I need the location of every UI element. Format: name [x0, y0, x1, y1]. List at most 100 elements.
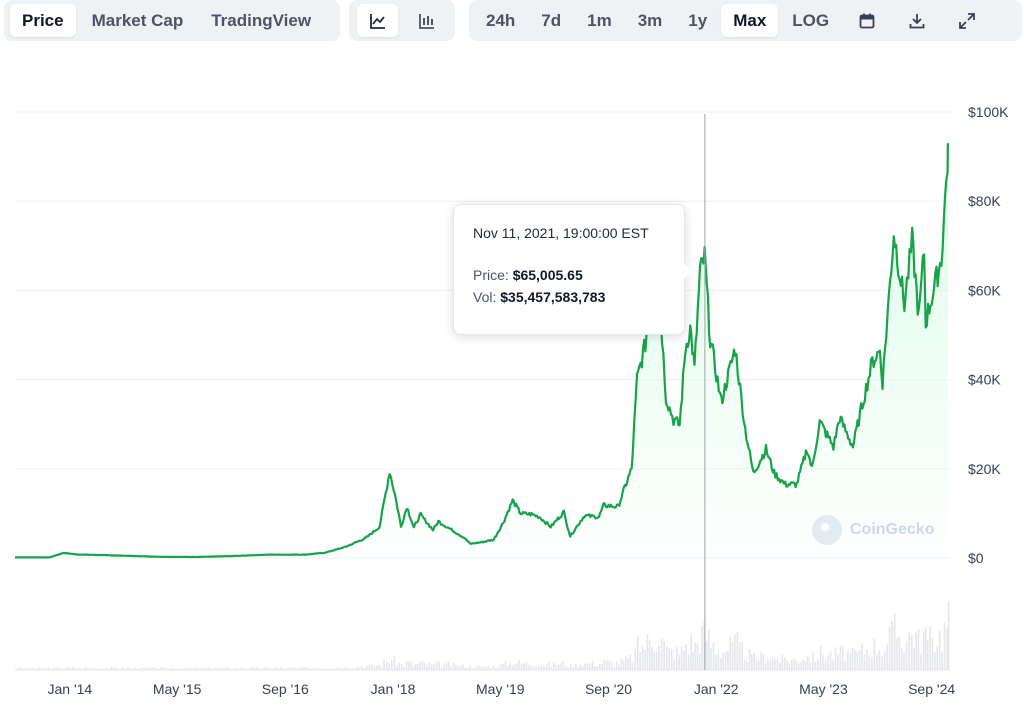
- volume-bar: [648, 640, 651, 670]
- volume-bar: [74, 668, 76, 670]
- volume-bar: [822, 655, 824, 670]
- volume-bar: [237, 668, 239, 670]
- volume-bar: [388, 662, 390, 670]
- expand-button[interactable]: [946, 4, 988, 37]
- volume-bar: [922, 631, 925, 670]
- volume-bar: [385, 661, 388, 670]
- volume-bar: [550, 666, 553, 670]
- volume-bar: [60, 668, 62, 670]
- volume-bar: [67, 667, 69, 670]
- volume-bar: [712, 642, 715, 670]
- volume-bar: [398, 662, 401, 670]
- watermark-text: CoinGecko: [850, 521, 935, 538]
- volume-bar: [698, 653, 701, 670]
- volume-bar: [502, 663, 504, 670]
- volume-bar: [574, 663, 577, 670]
- download-button[interactable]: [896, 4, 938, 37]
- range-1m-button[interactable]: 1m: [587, 10, 612, 30]
- volume-bar: [802, 660, 805, 670]
- volume-bar: [393, 655, 396, 670]
- range-1y-button[interactable]: 1y: [688, 10, 708, 30]
- volume-bar: [920, 654, 922, 670]
- volume-bar: [893, 613, 896, 670]
- volume-bar: [423, 662, 426, 670]
- tab-market-cap[interactable]: Market Cap: [91, 10, 184, 30]
- tab-tradingview[interactable]: TradingView: [211, 10, 312, 30]
- volume-bar: [530, 665, 533, 670]
- volume-bar: [788, 663, 791, 670]
- volume-bar: [72, 667, 74, 670]
- volume-bar: [203, 668, 206, 670]
- calendar-button[interactable]: [846, 4, 888, 37]
- volume-bar: [746, 661, 748, 670]
- x-tick-label: Jan '22: [694, 681, 739, 697]
- volume-bar: [591, 660, 594, 670]
- x-tick-label: Sep '16: [262, 681, 309, 697]
- volume-bar: [931, 638, 934, 670]
- volume-bar: [96, 669, 98, 670]
- volume-bar: [164, 667, 167, 670]
- volume-bar: [131, 668, 134, 670]
- candlestick-chart-icon: [418, 12, 436, 30]
- line-chart-button[interactable]: [357, 4, 398, 37]
- range-24h-button[interactable]: 24h: [486, 10, 516, 30]
- tab-price[interactable]: Price: [10, 4, 76, 37]
- y-tick-label: $60K: [968, 282, 1001, 298]
- volume-bar: [596, 666, 599, 670]
- volume-bar: [644, 649, 646, 670]
- range-group: 24h 7d 1m 3m 1y Max LOG: [469, 0, 1022, 41]
- volume-bar: [29, 667, 31, 670]
- volume-bar: [876, 654, 878, 670]
- volume-bar: [405, 661, 408, 670]
- volume-bar: [417, 664, 419, 670]
- x-tick-label: Jan '14: [47, 681, 92, 697]
- volume-bar: [88, 667, 91, 670]
- range-max-button[interactable]: Max: [721, 4, 779, 37]
- volume-bar: [15, 668, 17, 670]
- volume-bar: [69, 667, 72, 670]
- volume-bar: [824, 660, 827, 670]
- volume-bar: [53, 667, 55, 670]
- volume-bar: [720, 658, 722, 670]
- range-3m-button[interactable]: 3m: [637, 10, 663, 30]
- x-tick-label: Jan '18: [371, 681, 416, 697]
- volume-bar: [251, 667, 254, 670]
- volume-bar: [246, 668, 249, 670]
- candlestick-chart-button[interactable]: [406, 4, 447, 37]
- volume-bar: [100, 668, 103, 670]
- price-chart[interactable]: $0 $20K $40K $60K $80K $100K Jan '14 May '15 Se…: [0, 60, 1024, 723]
- volume-bar: [846, 651, 849, 670]
- volume-bar: [136, 669, 139, 670]
- volume-bar: [84, 667, 86, 670]
- volume-bar: [483, 666, 485, 670]
- calendar-icon: [858, 12, 876, 30]
- volume-bar: [819, 645, 822, 670]
- volume-bar: [715, 654, 717, 670]
- range-7d-button[interactable]: 7d: [541, 10, 562, 30]
- volume-bar: [866, 649, 868, 670]
- volume-bar: [378, 664, 380, 670]
- volume-bar: [325, 668, 327, 670]
- volume-bar: [313, 668, 316, 670]
- volume-bar: [666, 646, 668, 670]
- volume-bar: [779, 662, 781, 670]
- volume-bar: [528, 664, 530, 670]
- volume-bars: [15, 601, 950, 670]
- volume-bar: [797, 663, 800, 670]
- volume-bar: [162, 667, 165, 670]
- volume-bar: [112, 667, 115, 670]
- volume-bar: [827, 655, 829, 670]
- range-log-button[interactable]: LOG: [792, 10, 830, 30]
- volume-bar: [851, 647, 854, 670]
- volume-bar: [545, 664, 548, 670]
- x-tick-label: May '23: [799, 681, 848, 697]
- volume-bar: [117, 668, 120, 670]
- volume-bar: [494, 667, 497, 670]
- volume-bar: [81, 668, 84, 670]
- y-tick-label: $0: [968, 550, 984, 566]
- volume-bar: [941, 651, 943, 670]
- volume-bar: [448, 662, 450, 670]
- x-tick-label: May '19: [476, 681, 525, 697]
- volume-bar: [105, 668, 108, 670]
- volume-bar: [832, 659, 834, 670]
